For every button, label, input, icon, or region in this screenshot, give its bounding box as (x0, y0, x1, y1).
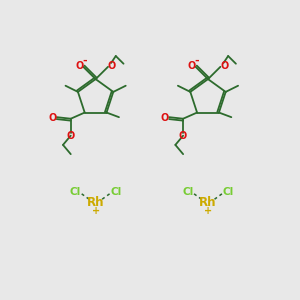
Text: O: O (108, 61, 116, 71)
Text: Cl: Cl (110, 187, 122, 197)
Text: -: - (82, 56, 87, 66)
Text: O: O (179, 131, 187, 141)
Text: O: O (48, 113, 56, 123)
Text: Cl: Cl (70, 187, 81, 197)
Text: Rh: Rh (199, 196, 217, 209)
Text: +: + (204, 206, 212, 216)
Text: +: + (92, 206, 100, 216)
Text: -: - (195, 56, 200, 66)
Text: O: O (75, 61, 83, 71)
Text: O: O (67, 131, 75, 141)
Text: O: O (220, 61, 228, 71)
Text: Cl: Cl (182, 187, 194, 197)
Text: O: O (188, 61, 196, 71)
Text: Rh: Rh (87, 196, 104, 209)
Text: O: O (160, 113, 169, 123)
Text: Cl: Cl (223, 187, 234, 197)
